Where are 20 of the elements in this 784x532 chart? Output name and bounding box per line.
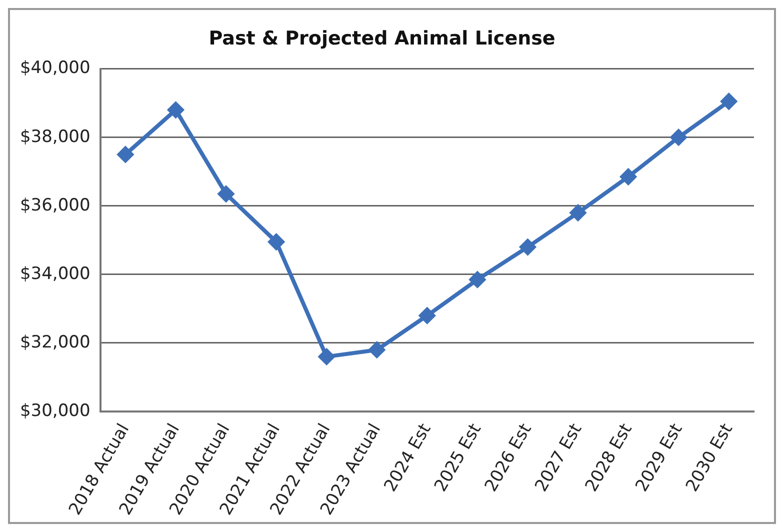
point (720, 93, 737, 110)
point (570, 204, 586, 221)
y-tick-label: $38,000 (20, 126, 90, 147)
chart-title: Past & Projected Animal License (208, 27, 556, 50)
point (620, 168, 636, 185)
y-tick-label: $40,000 (20, 58, 90, 78)
point (218, 186, 234, 202)
y-tick-label: $34,000 (20, 264, 90, 284)
y-tick-label: $36,000 (20, 195, 90, 216)
y-tick-label: $30,000 (20, 400, 90, 421)
y-tick-label: $32,000 (20, 332, 90, 352)
point (117, 146, 134, 162)
point (469, 272, 486, 288)
point (419, 308, 436, 324)
point (368, 342, 385, 358)
point (268, 234, 284, 250)
point (670, 129, 687, 146)
point (168, 102, 184, 118)
point (520, 239, 536, 256)
point (318, 348, 335, 365)
